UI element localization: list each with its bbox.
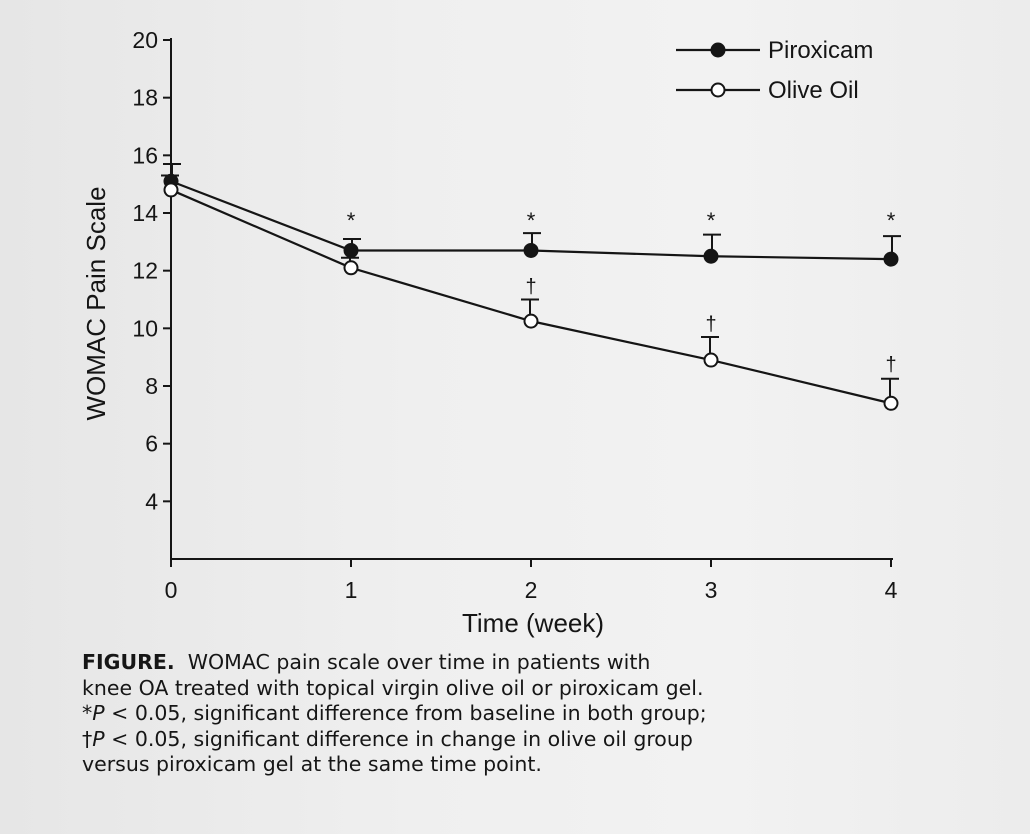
y-tick-label: 4 [145,488,158,514]
x-tick-label: 4 [885,577,898,603]
y-tick-label: 8 [145,373,158,399]
data-point-open [883,395,899,411]
x-tick-label: 3 [705,577,718,603]
caption-dagger: † [82,726,93,751]
x-tick-label: 0 [165,577,178,603]
caption-text-1: WOMAC pain scale over time in patients w… [187,650,651,674]
x-tick-label: 1 [345,577,358,603]
y-tick-label: 12 [132,258,158,284]
legend-label: Olive Oil [768,77,859,104]
significance-dagger: † [525,276,536,298]
significance-asterisk: * [527,208,536,233]
data-point-filled [703,248,719,264]
data-point-open [703,352,719,368]
caption-line-5: versus piroxicam gel at the same time po… [82,752,542,776]
significance-dagger: † [885,354,896,376]
caption-line-4: †P < 0.05, significant difference in cha… [82,727,982,753]
legend-marker-open [710,82,726,98]
y-tick-label: 16 [132,142,158,168]
data-point-open [343,260,359,276]
data-point-filled [523,242,539,258]
caption-text-3: < 0.05, significant difference from base… [104,701,707,725]
x-tick-label: 2 [525,577,538,603]
data-point-filled [883,251,899,267]
y-tick-label: 6 [145,431,158,457]
caption-line-1: FIGURE. WOMAC pain scale over time in pa… [82,650,982,676]
significance-asterisk: * [887,208,896,233]
data-point-open [163,182,179,198]
caption-line-3: *P < 0.05, significant difference from b… [82,701,982,727]
x-axis-label: Time (week) [462,608,604,638]
data-point-filled [343,242,359,258]
y-tick-label: 14 [132,200,158,226]
caption-asterisk: * [82,701,93,725]
y-axis-label: WOMAC Pain Scale [81,186,111,420]
y-tick-label: 20 [132,27,158,53]
caption-p-symbol: P [92,701,105,725]
legend-label: Piroxicam [768,37,873,64]
data-point-open [523,313,539,329]
caption-p-symbol: P [92,726,105,751]
legend-marker-filled [710,42,726,58]
y-tick-label: 10 [132,315,158,341]
figure-caption: FIGURE. WOMAC pain scale over time in pa… [82,650,982,778]
caption-line-2: knee OA treated with topical virgin oliv… [82,675,704,700]
y-tick-label: 18 [132,85,158,111]
caption-label: FIGURE. [82,650,175,674]
significance-asterisk: * [707,208,716,233]
significance-dagger: † [705,314,716,336]
caption-text-4: < 0.05, significant difference in change… [104,726,693,751]
significance-asterisk: * [347,208,356,233]
